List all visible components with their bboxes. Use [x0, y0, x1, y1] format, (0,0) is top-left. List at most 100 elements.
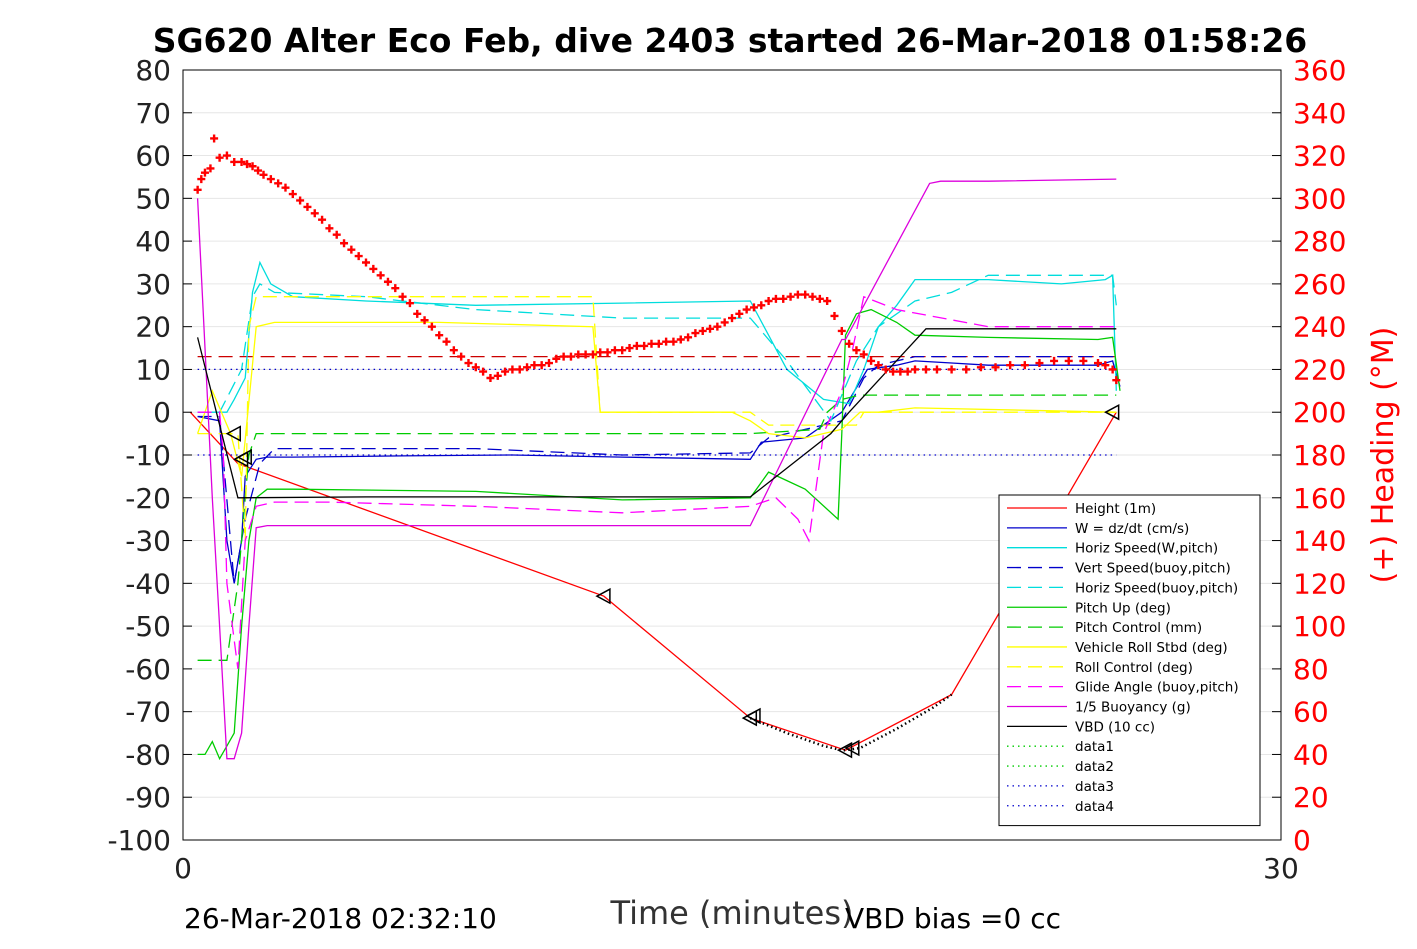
heading-point	[801, 290, 810, 299]
triangle-marker	[236, 448, 252, 466]
legend-label: Glide Angle (buoy,pitch)	[1075, 680, 1239, 696]
triangle-marker	[745, 707, 761, 725]
heading-point	[479, 367, 488, 376]
y2-tick-label: 60	[1293, 696, 1329, 729]
heading-point	[266, 175, 275, 184]
heading-point	[464, 359, 473, 368]
y-tick-label: 0	[153, 396, 171, 429]
legend-label: W = dz/dt (cm/s)	[1075, 521, 1189, 537]
heading-point	[1112, 376, 1121, 385]
heading-point	[823, 297, 832, 305]
heading-point	[640, 341, 649, 350]
heading-point	[742, 305, 751, 314]
heading-point	[296, 196, 305, 205]
heading-point	[654, 339, 663, 348]
heading-point	[1101, 361, 1110, 370]
x-tick-label: 0	[174, 852, 192, 885]
chart-title: SG620 Alter Eco Feb, dive 2403 started 2…	[153, 21, 1308, 60]
heading-point	[493, 371, 502, 380]
heading-point	[932, 365, 941, 374]
heading-point	[976, 363, 985, 372]
y-tick-label: -100	[107, 824, 171, 857]
heading-point	[669, 337, 678, 346]
heading-point	[1006, 361, 1015, 370]
y2-tick-label: 140	[1293, 525, 1346, 558]
y2-tick-label: 40	[1293, 738, 1329, 771]
heading-point	[471, 363, 480, 372]
legend-box	[998, 494, 1261, 827]
heading-point	[200, 168, 209, 177]
heading-point	[230, 157, 239, 166]
heading-point	[222, 151, 231, 160]
heading-point	[1035, 359, 1044, 368]
triangle-marker	[836, 741, 853, 759]
heading-point	[537, 361, 546, 370]
heading-point	[815, 294, 824, 303]
heading-point	[947, 365, 956, 374]
heading-point	[596, 348, 605, 357]
y2-tick-label: 280	[1293, 225, 1346, 258]
heading-point	[369, 264, 378, 273]
y2-tick-label: 300	[1293, 182, 1346, 215]
heading-point	[1050, 356, 1059, 365]
heading-point	[779, 294, 788, 303]
legend-label: data4	[1075, 799, 1114, 815]
y2-tick-label: 360	[1293, 54, 1346, 87]
legend-label: data2	[1075, 759, 1114, 775]
heading-point	[713, 322, 722, 331]
y2-tick-label: 20	[1293, 781, 1329, 814]
heading-point	[566, 352, 575, 361]
heading-point	[435, 331, 444, 340]
heading-point	[545, 359, 553, 368]
legend-label: Vehicle Roll Stbd (deg)	[1075, 640, 1228, 656]
heading-point	[237, 157, 246, 166]
y-tick-label: 80	[135, 54, 171, 87]
y-tick-label: 70	[135, 97, 171, 130]
footer-vbd-bias: VBD bias =0 cc	[845, 902, 1061, 935]
heading-point	[310, 209, 319, 218]
heading-point	[676, 335, 685, 344]
y2-tick-label: 180	[1293, 439, 1346, 472]
y-tick-label: -60	[125, 653, 171, 686]
heading-point	[303, 202, 312, 211]
heading-point	[457, 352, 466, 361]
heading-point	[837, 326, 846, 335]
heading-point	[793, 290, 802, 299]
heading-point	[903, 367, 912, 376]
heading-point	[911, 365, 919, 374]
heading-point	[691, 329, 700, 338]
y-tick-label: -30	[125, 525, 171, 558]
right-axis-label: (+) Heading (°M)	[1366, 327, 1401, 584]
heading-point	[420, 316, 429, 325]
heading-point	[332, 230, 341, 239]
y-tick-label: 40	[135, 225, 171, 258]
y-tick-label: 30	[135, 268, 171, 301]
heading-point	[486, 374, 495, 382]
triangle-markers	[225, 403, 1120, 759]
heading-point	[662, 337, 671, 346]
heading-point	[523, 363, 532, 372]
heading-point	[845, 339, 854, 348]
heading-point	[449, 346, 458, 355]
left-y-axis: 80 70 60 50 40 30 20 10 0 -10 -20 -30 -40 -50 -60 -70 -8…	[107, 54, 192, 857]
heading-point	[632, 341, 641, 350]
y-tick-label: 20	[135, 311, 171, 344]
y2-tick-label: 200	[1293, 396, 1346, 429]
heading-point	[574, 350, 583, 359]
legend-label: Pitch Control (mm)	[1075, 620, 1202, 636]
heading-point	[808, 292, 817, 301]
heading-point	[698, 326, 707, 335]
heading-point	[603, 348, 612, 357]
series-horiz-speed-buoy-pitch	[197, 274, 1117, 423]
y-tick-label: -80	[125, 738, 171, 771]
heading-point	[281, 183, 290, 192]
heading-point	[288, 190, 297, 199]
series-lines	[189, 178, 1121, 761]
dotted-bottom-curve	[749, 693, 953, 752]
heading-point	[867, 356, 876, 365]
heading-point	[610, 346, 619, 355]
y2-tick-label: 0	[1293, 824, 1311, 857]
heading-point	[1094, 359, 1102, 368]
